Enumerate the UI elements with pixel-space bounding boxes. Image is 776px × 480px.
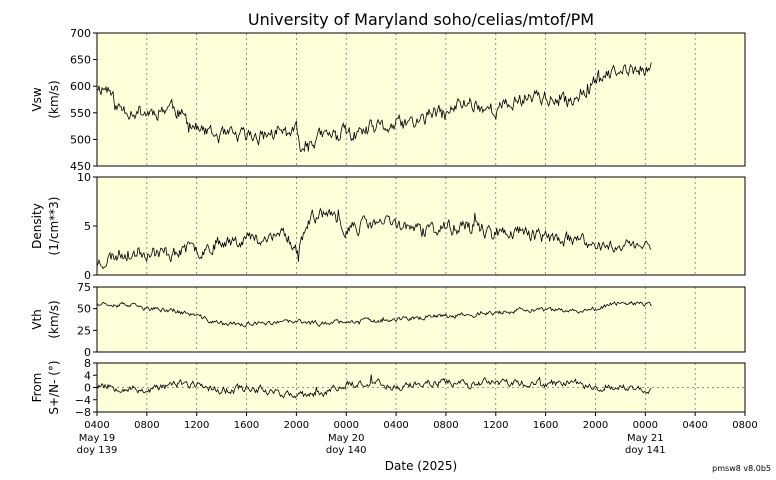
date-label: May 21	[627, 433, 664, 444]
y-tick-label: 0	[84, 269, 91, 282]
data-line-1	[96, 207, 652, 270]
x-tick-label: 1600	[533, 420, 558, 431]
x-tick-label: 0400	[383, 420, 408, 431]
version-footer: pmsw8 v8.0b5	[712, 464, 771, 473]
x-tick-label: 2000	[284, 420, 309, 431]
y-tick-label: 650	[70, 54, 91, 67]
y-tick-label: −4	[75, 394, 91, 407]
x-axis-label: Date (2025)	[385, 459, 457, 473]
y-tick-label: 75	[77, 281, 91, 294]
y-tick-label: −8	[75, 406, 91, 419]
x-tick-label: 1200	[483, 420, 508, 431]
x-tick-label: 0800	[433, 420, 458, 431]
doy-label: doy 139	[77, 445, 118, 456]
y-tick-label: 10	[77, 171, 91, 184]
date-label: May 20	[328, 433, 365, 444]
x-tick-label: 1600	[234, 420, 259, 431]
panel-frame	[96, 286, 746, 353]
panel-0: 450 500 550 600 650 700 Vsw (km/s)	[30, 27, 746, 173]
date-label: May 19	[79, 433, 116, 444]
x-axis: 0400 0800 1200 1600 2000 0000 0400 0800 1200 1600…	[77, 412, 758, 456]
data-line-3	[96, 374, 652, 399]
panel-1: 0 5 10 Density (1/cm**3)	[30, 171, 746, 282]
y-tick-label: 550	[70, 107, 91, 120]
x-tick-label: 2000	[583, 420, 608, 431]
x-tick-label: 0800	[134, 420, 159, 431]
data-line-2	[96, 300, 652, 328]
panel-background	[97, 177, 745, 275]
x-tick-label: 0400	[84, 420, 109, 431]
y-tick-label: 600	[70, 80, 91, 93]
y-tick-label: 4	[84, 369, 91, 382]
panel-2: 0 25 50 75 Vth (km/s)	[30, 281, 746, 359]
data-line-0	[96, 62, 652, 153]
y-tick-label: 0	[84, 346, 91, 359]
chart-title: University of Maryland soho/celias/mtof/…	[248, 10, 594, 29]
y-axis-label: Vsw	[30, 87, 44, 111]
y-axis-label: (km/s)	[47, 80, 61, 118]
y-tick-label: 5	[84, 220, 91, 233]
y-tick-label: 25	[77, 324, 91, 337]
y-tick-label: 8	[84, 357, 91, 370]
y-tick-label: 50	[77, 303, 91, 316]
y-tick-label: 500	[70, 133, 91, 146]
doy-label: doy 141	[625, 445, 666, 456]
x-tick-label: 1200	[184, 420, 209, 431]
y-axis-label: S+/N- (°)	[47, 360, 61, 414]
y-tick-label: 450	[70, 160, 91, 173]
x-tick-label: 0000	[633, 420, 658, 431]
y-axis-label: (km/s)	[47, 300, 61, 338]
x-tick-label: 0800	[732, 420, 757, 431]
y-axis-label: Density	[30, 203, 44, 249]
panel-frame	[96, 32, 746, 167]
y-axis-label: (1/cm**3)	[47, 197, 61, 256]
y-tick-label: 0	[84, 382, 91, 395]
y-axis-label: Vth	[30, 309, 44, 330]
x-tick-label: 0400	[682, 420, 707, 431]
y-axis-label: From	[30, 373, 44, 403]
doy-label: doy 140	[326, 445, 367, 456]
y-tick-label: 700	[70, 27, 91, 40]
x-tick-label: 0000	[334, 420, 359, 431]
panel-background	[97, 33, 745, 166]
